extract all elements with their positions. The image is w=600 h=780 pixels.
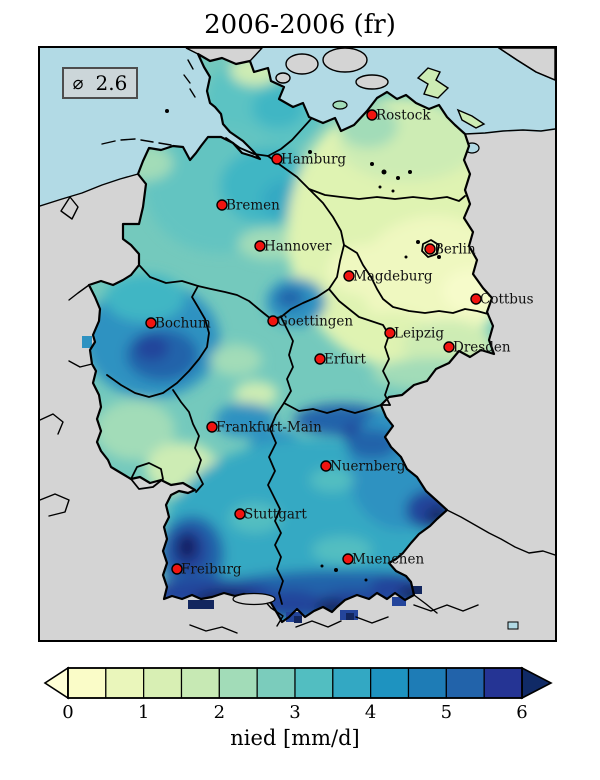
fehmarn-island <box>332 100 348 110</box>
mean-value: 2.6 <box>95 71 128 95</box>
danish-island <box>285 53 319 75</box>
city-frankfurt-main: Frankfurt-Main <box>206 420 322 436</box>
city-label-stuttgart: Stuttgart <box>244 507 307 523</box>
city-marker-frankfurt-main <box>206 421 218 433</box>
city-label-rostock: Rostock <box>376 108 431 124</box>
city-cottbus: Cottbus <box>470 292 534 308</box>
city-label-cottbus: Cottbus <box>480 292 534 308</box>
colorbar-segment-11 <box>483 667 523 699</box>
city-label-nuernberg: Nuernberg <box>330 459 406 475</box>
usedom-island <box>456 108 486 129</box>
city-hamburg: Hamburg <box>271 152 346 168</box>
germany-border <box>87 52 496 624</box>
city-marker-freiburg <box>171 563 183 575</box>
lake-constance <box>232 592 276 606</box>
danish-island <box>355 74 389 90</box>
city-freiburg: Freiburg <box>171 562 242 578</box>
city-label-hamburg: Hamburg <box>281 152 346 168</box>
city-label-erfurt: Erfurt <box>324 352 366 368</box>
contour-spill <box>82 336 422 623</box>
map-canvas: Rostock Hamburg Bremen Hannover BerlinMagdeb… <box>40 48 555 640</box>
city-label-freiburg: Freiburg <box>181 562 242 578</box>
city-label-frankfurt-main: Frankfurt-Main <box>216 420 322 436</box>
colorbar-tick-2: 2 <box>213 702 226 723</box>
colorbar-tick-5: 5 <box>440 702 453 723</box>
colorbar-tick-3: 3 <box>289 702 301 723</box>
city-marker-stuttgart <box>234 508 246 520</box>
figure-title: 2006-2006 (fr) <box>204 10 396 40</box>
germany-map: Rostock Hamburg Bremen Hannover Berlin Magdeb… <box>38 46 557 642</box>
city-marker-leipzig <box>384 327 396 339</box>
city-muenchen: Muenchen <box>342 552 424 568</box>
city-berlin: Berlin <box>424 242 476 258</box>
colorbar-segment-5 <box>256 667 296 699</box>
city-rostock: Rostock <box>366 108 431 124</box>
city-leipzig: Leipzig <box>384 326 444 342</box>
colorbar-tick-0: 0 <box>62 702 74 723</box>
city-label-bochum: Bochum <box>155 316 211 332</box>
city-label-muenchen: Muenchen <box>352 552 424 568</box>
colorbar-segment-9 <box>407 667 447 699</box>
city-dresden: Dresden <box>443 340 511 356</box>
colorbar-segment-6 <box>294 667 334 699</box>
colorbar-segment-8 <box>370 667 410 699</box>
colorbar-tick-6: 6 <box>516 702 528 723</box>
colorbar-segment-0 <box>67 667 107 699</box>
city-marker-hamburg <box>271 153 283 165</box>
city-marker-erfurt <box>314 353 326 365</box>
danish-island <box>322 48 368 73</box>
colorbar-segment-7 <box>332 667 372 699</box>
city-marker-bremen <box>216 199 228 211</box>
city-label-bremen: Bremen <box>226 198 280 214</box>
state-borders <box>106 118 489 605</box>
city-marker-bochum <box>145 317 157 329</box>
city-marker-magdeburg <box>343 270 355 282</box>
colorbar-label: nied [mm/d] <box>230 726 360 750</box>
city-label-hannover: Hannover <box>264 239 332 255</box>
city-bochum: Bochum <box>145 316 211 332</box>
colorbar-tick-1: 1 <box>137 702 150 723</box>
city-nuernberg: Nuernberg <box>320 459 406 475</box>
city-marker-muenchen <box>342 553 354 565</box>
city-marker-berlin <box>424 243 436 255</box>
mean-symbol: ⌀ <box>72 72 84 94</box>
colorbar-tick-4: 4 <box>364 702 377 723</box>
colorbar-segment-4 <box>218 667 258 699</box>
city-bremen: Bremen <box>216 198 280 214</box>
city-label-goettingen: Goettingen <box>277 314 353 330</box>
city-magdeburg: Magdeburg <box>343 269 433 285</box>
ruegen-island <box>416 67 450 99</box>
mean-value-box: ⌀ 2.6 <box>62 67 138 99</box>
baltic-sea <box>250 48 555 134</box>
city-label-magdeburg: Magdeburg <box>353 269 433 285</box>
city-label-leipzig: Leipzig <box>394 326 444 342</box>
city-label-berlin: Berlin <box>434 242 476 258</box>
city-goettingen: Goettingen <box>267 314 353 330</box>
colorbar-outline <box>67 667 523 699</box>
city-marker-dresden <box>443 341 455 353</box>
city-label-dresden: Dresden <box>453 340 511 356</box>
colorbar-over-arrow <box>521 666 553 700</box>
city-marker-nuernberg <box>320 460 332 472</box>
lakes <box>308 150 441 582</box>
city-marker-rostock <box>366 109 378 121</box>
city-marker-cottbus <box>470 293 482 305</box>
colorbar-under-arrow <box>43 666 69 700</box>
colorbar-segment-3 <box>180 667 220 699</box>
city-stuttgart: Stuttgart <box>234 507 307 523</box>
city-erfurt: Erfurt <box>314 352 366 368</box>
city-hannover: Hannover <box>254 239 332 255</box>
colorbar-segment-10 <box>445 667 485 699</box>
danish-island <box>275 72 291 84</box>
city-markers: Rostock Hamburg Bremen Hannover BerlinMagdeb… <box>145 108 534 578</box>
city-marker-goettingen <box>267 315 279 327</box>
colorbar-segment-1 <box>105 667 145 699</box>
city-marker-hannover <box>254 240 266 252</box>
colorbar <box>43 666 553 700</box>
colorbar-segment-2 <box>143 667 183 699</box>
